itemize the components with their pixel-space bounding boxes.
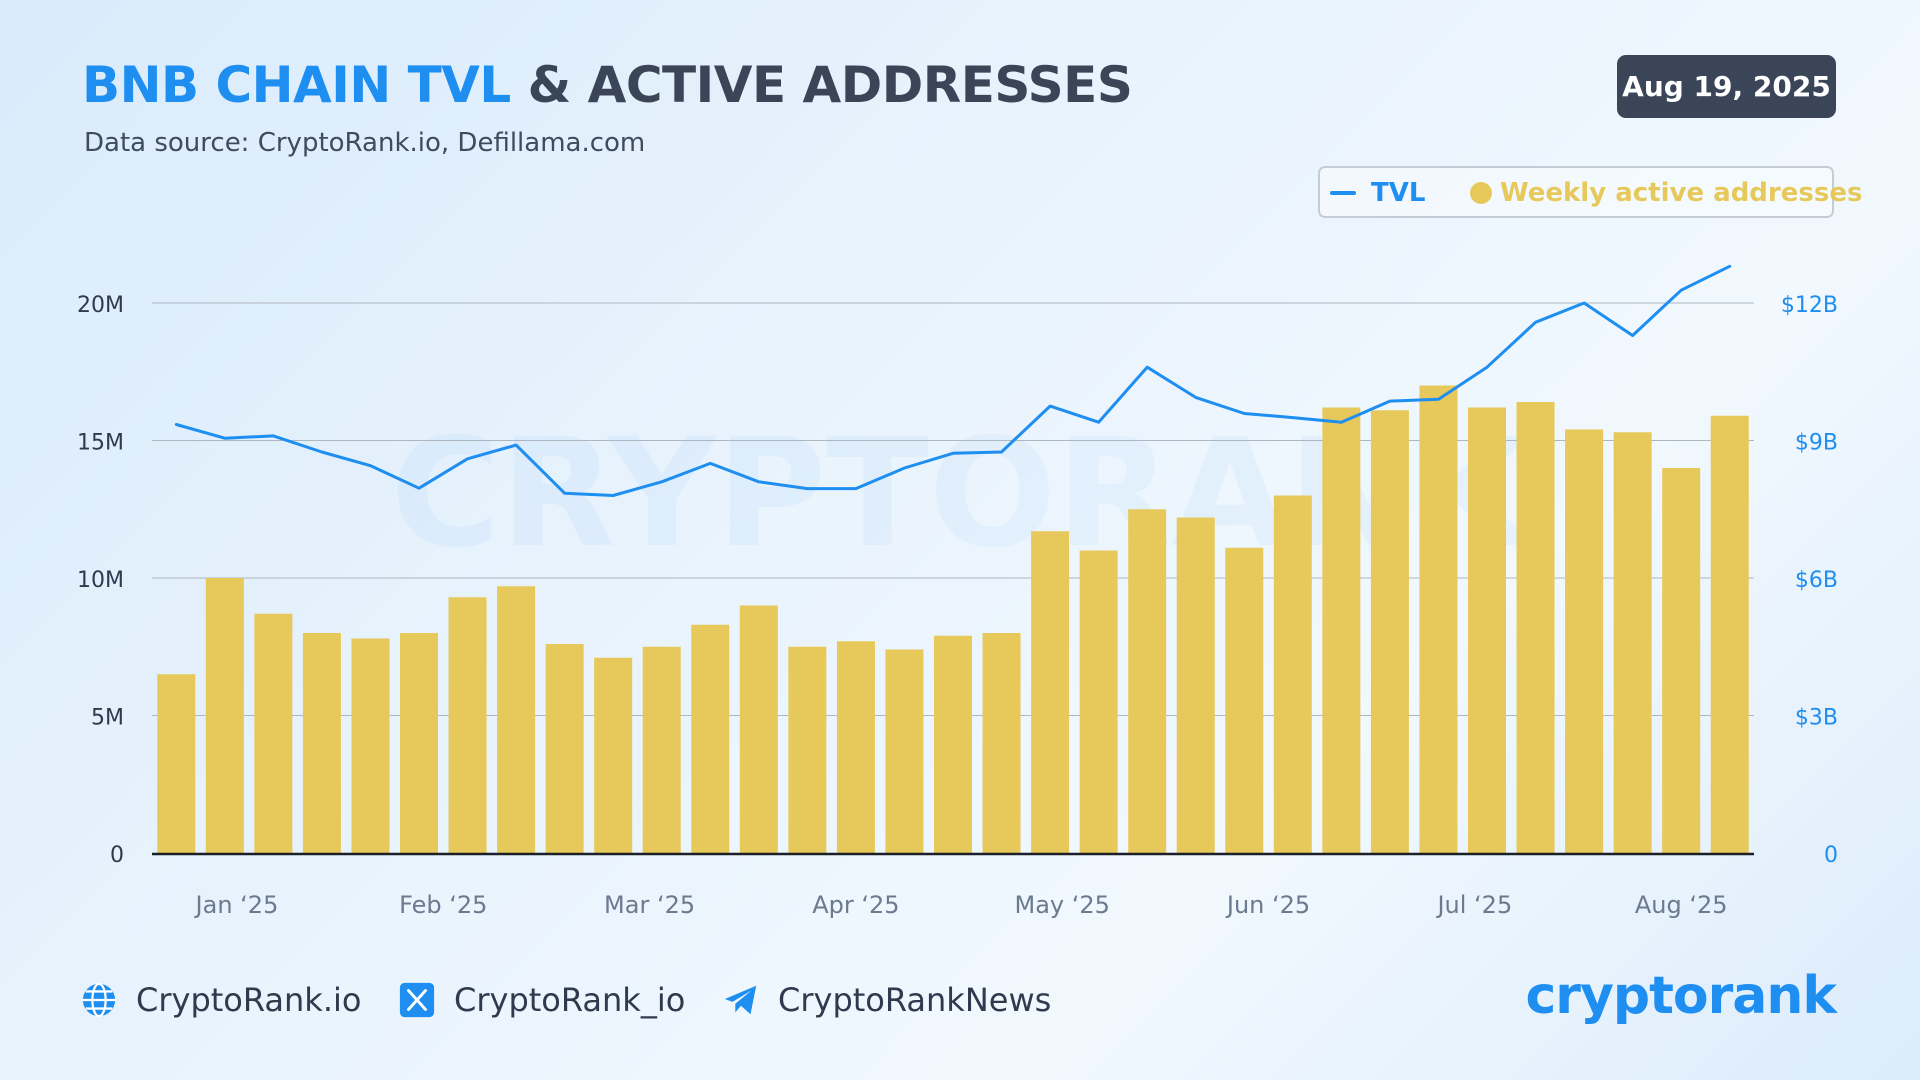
footer-telegram[interactable]: CryptoRankNews: [722, 978, 1051, 1022]
brand-logo: cryptorank: [1525, 966, 1837, 1026]
bar: [1662, 468, 1701, 853]
bar: [497, 586, 536, 853]
bar: [1419, 385, 1458, 853]
bar: [1225, 547, 1264, 853]
page-title: BNB CHAIN TVL & ACTIVE ADDRESSES: [82, 56, 1133, 114]
bar: [1613, 432, 1652, 853]
x-tick-label: Mar ‘25: [604, 891, 695, 919]
legend-tvl-label: TVL: [1371, 178, 1426, 208]
chart-legend: TVL Weekly active addresses: [1318, 166, 1862, 218]
bar: [885, 649, 924, 853]
bar: [448, 597, 487, 853]
globe-icon: [82, 982, 116, 1018]
bar: [1516, 402, 1555, 853]
bar: [254, 613, 293, 853]
bar: [1468, 407, 1506, 853]
x-tick-label: Apr ‘25: [812, 891, 899, 919]
bar: [836, 641, 875, 853]
data-source-subtitle: Data source: CryptoRank.io, Defillama.co…: [84, 128, 646, 158]
bar: [1565, 429, 1604, 853]
right-tick-label: $3B: [1795, 706, 1838, 731]
bar: [1322, 407, 1361, 853]
bar: [1079, 550, 1118, 853]
bar: [1128, 509, 1167, 853]
footer-website[interactable]: CryptoRank.io: [80, 978, 361, 1022]
bar: [1370, 410, 1409, 853]
bar: [545, 644, 584, 853]
left-tick-label: 5M: [91, 706, 124, 731]
bar: [739, 605, 778, 853]
x-tick-label: Aug ‘25: [1635, 891, 1728, 919]
legend-addresses-label: Weekly active addresses: [1500, 178, 1863, 208]
left-tick-label: 15M: [77, 431, 124, 456]
addresses-dot-swatch: [1470, 182, 1492, 204]
right-tick-label: $12B: [1781, 293, 1838, 318]
bar: [642, 646, 681, 853]
bar: [1031, 531, 1070, 853]
x-tick-label: Jul ‘25: [1435, 891, 1512, 919]
x-tick-label: Feb ‘25: [399, 891, 487, 919]
x-icon: [399, 982, 435, 1018]
x-tick-label: Jun ‘25: [1225, 891, 1310, 919]
tvl-line: [174, 264, 1732, 497]
date-badge: Aug 19, 2025: [1617, 55, 1836, 118]
title-rest: & ACTIVE ADDRESSES: [527, 56, 1133, 114]
x-tick-label: Jan ‘25: [194, 891, 279, 919]
twitter-label: CryptoRank_io: [454, 981, 686, 1019]
website-label: CryptoRank.io: [136, 981, 362, 1019]
footer-twitter[interactable]: CryptoRank_io: [398, 978, 685, 1022]
bar: [594, 657, 633, 853]
bar: [1710, 415, 1749, 853]
left-tick-label: 20M: [77, 293, 124, 318]
bar: [788, 646, 827, 853]
bar-series: [157, 385, 1749, 853]
bar: [1176, 517, 1215, 853]
bar: [205, 578, 244, 853]
left-tick-label: 10M: [77, 568, 124, 593]
right-tick-label: 0: [1824, 843, 1838, 868]
bar: [400, 633, 438, 853]
x-tick-label: May ‘25: [1015, 891, 1110, 919]
bar: [691, 624, 730, 853]
telegram-icon: [724, 985, 757, 1015]
telegram-label: CryptoRankNews: [778, 981, 1052, 1019]
right-tick-label: $6B: [1795, 568, 1838, 593]
left-axis-ticks: 0 5M 10M 15M 20M: [77, 293, 124, 868]
right-axis-ticks: 0 $3B $6B $9B $12B: [1781, 293, 1838, 868]
bar: [351, 638, 390, 853]
bar: [1273, 495, 1312, 853]
bar: [157, 674, 196, 853]
tvl-line-swatch: [1330, 191, 1356, 195]
right-tick-label: $9B: [1795, 431, 1838, 456]
left-tick-label: 0: [110, 843, 124, 868]
x-axis-ticks: Jan ‘25 Feb ‘25 Mar ‘25 Apr ‘25 May ‘25 Jun ‘…: [194, 891, 1728, 919]
watermark-text: CRYPTORANK: [390, 407, 1534, 581]
bar: [302, 633, 341, 853]
bar: [934, 635, 972, 853]
bar: [982, 633, 1021, 853]
title-highlight: BNB CHAIN TVL: [82, 56, 511, 114]
